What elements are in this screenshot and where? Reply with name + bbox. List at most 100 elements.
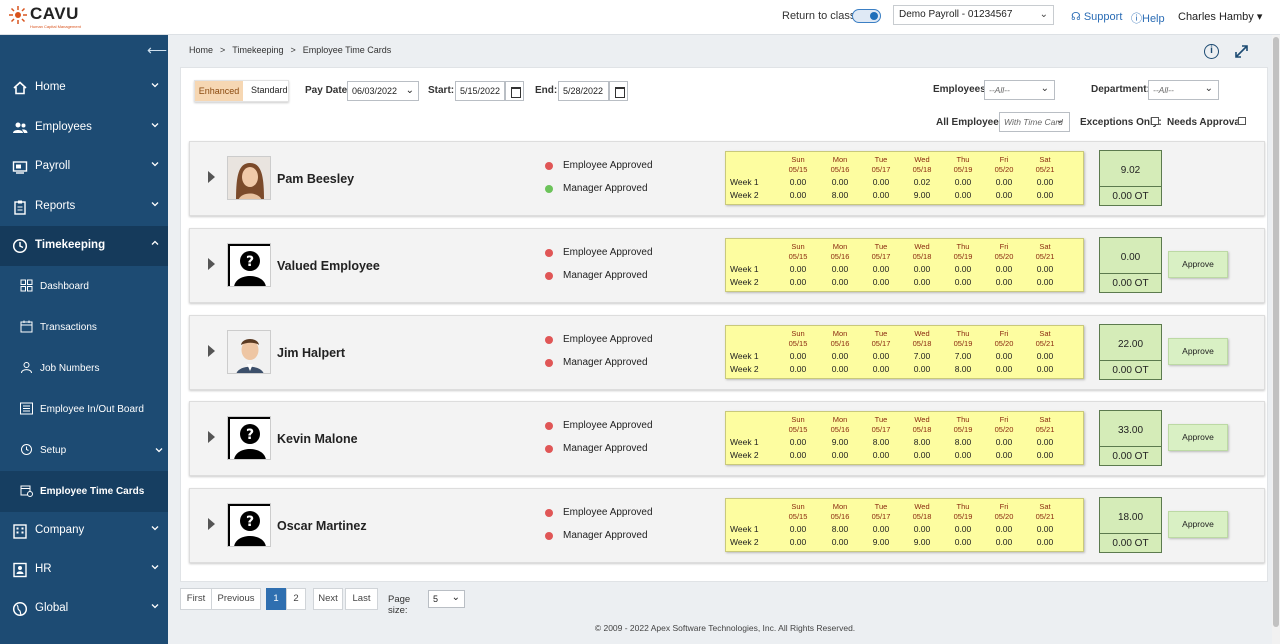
hours-cell: 8.00 (913, 437, 931, 448)
scrollbar[interactable] (1272, 35, 1280, 644)
view-mode-toggle: Enhanced Standard (194, 80, 289, 102)
company-select[interactable]: Demo Payroll - 01234567 ⌄ (893, 5, 1054, 25)
sidebar-item-home[interactable]: Home (0, 68, 168, 108)
sidebar-item-label: Timekeeping (35, 239, 106, 251)
end-date-input[interactable]: 5/28/2022 (558, 81, 609, 101)
classic-toggle[interactable] (852, 9, 881, 23)
sidebar-subitem-setup[interactable]: Setup (0, 430, 168, 471)
previous-page-button[interactable]: Previous (211, 588, 261, 610)
enhanced-view-button[interactable]: Enhanced (195, 81, 243, 101)
hours-cell: 8.00 (831, 524, 849, 535)
help-link[interactable]: ⓘHelp (1131, 10, 1165, 26)
info-icon[interactable]: i (1204, 44, 1219, 59)
expand-row-icon[interactable] (208, 344, 215, 357)
date-header: 05/21 (1035, 512, 1055, 522)
hours-cell: 0.00 (954, 190, 972, 200)
id-card-icon (13, 562, 27, 578)
pay-date-select[interactable]: 06/03/2022 ⌄ (347, 81, 419, 101)
approve-button[interactable]: Approve (1168, 424, 1228, 452)
hours-cell: 8.00 (954, 437, 972, 448)
approve-button[interactable]: Approve (1168, 511, 1228, 539)
chevron-down-icon (151, 565, 159, 570)
approve-button[interactable]: Approve (1168, 337, 1228, 365)
company-select-value: Demo Payroll - 01234567 (899, 9, 1013, 20)
next-page-button[interactable]: Next (313, 588, 343, 610)
week-1-label: Week 1 (730, 177, 759, 187)
needs-approval-checkbox[interactable] (1238, 117, 1246, 125)
employee-name[interactable]: Pam Beesley (277, 172, 355, 186)
support-link[interactable]: ☊ Support (1071, 10, 1122, 23)
day-header: Thu (956, 155, 970, 164)
breadcrumb-section[interactable]: Timekeeping (232, 45, 284, 55)
day-header: Mon (832, 415, 848, 425)
department-filter-select[interactable]: --All-- ⌄ (1148, 80, 1219, 100)
scrollbar-thumb[interactable] (1273, 37, 1279, 627)
sidebar-item-global[interactable]: Global (0, 589, 168, 629)
breadcrumb-home[interactable]: Home (189, 45, 214, 55)
page-2-button[interactable]: 2 (286, 588, 306, 610)
employee-name[interactable]: Valued Employee (277, 258, 380, 273)
expand-icon[interactable] (1234, 44, 1249, 59)
date-header: 05/17 (871, 425, 891, 435)
exceptions-only-checkbox[interactable] (1151, 117, 1159, 125)
date-header: 05/21 (1035, 251, 1055, 261)
hours-cell: 0.00 (995, 537, 1013, 548)
sidebar-item-employees[interactable]: Employees (0, 108, 168, 148)
expand-row-icon[interactable] (208, 171, 215, 183)
day-header: Fri (999, 502, 1009, 512)
sidebar-item-timekeeping[interactable]: Timekeeping (0, 226, 168, 266)
start-date-input[interactable]: 5/15/2022 (455, 81, 505, 101)
overtime-hours: 0.00 OT (1100, 272, 1161, 292)
sidebar-item-reports[interactable]: Reports (0, 187, 168, 227)
collapse-sidebar-arrow-icon[interactable]: ⟵ (147, 42, 168, 58)
start-calendar-icon[interactable] (505, 81, 524, 101)
hours-cell: 0.00 (1036, 450, 1054, 461)
expand-row-icon[interactable] (208, 431, 215, 444)
employees-filter-select[interactable]: --All-- ⌄ (984, 80, 1055, 100)
sidebar-item-company[interactable]: Company (0, 511, 168, 551)
day-header: Tue (874, 155, 888, 164)
page-size-select[interactable]: 5 ⌄ (428, 590, 465, 608)
sidebar-subitem-transactions[interactable]: Transactions (0, 307, 168, 348)
hours-cell: 0.00 (1036, 276, 1054, 287)
status-label: Manager Approved (563, 530, 648, 542)
date-header: 05/17 (871, 165, 891, 174)
calendar-icon (20, 320, 33, 333)
sidebar-item-payroll[interactable]: Payroll (0, 147, 168, 187)
end-calendar-icon[interactable] (609, 81, 628, 101)
sidebar-subitem-employee-time-cards[interactable]: Employee Time Cards (0, 471, 168, 512)
hours-grid: Sun 05/15 0.00 0.00 Mon 05/16 8.00 0.00 Tue 05/17… (725, 498, 1084, 553)
total-hours: 33.00 (1117, 425, 1144, 437)
user-menu[interactable]: Charles Hamby ▾ (1178, 10, 1262, 23)
sidebar-subitem-dashboard[interactable]: Dashboard (0, 266, 168, 307)
employee-photo (228, 330, 270, 373)
all-employees-select[interactable]: With Time Card ⌄ (999, 112, 1070, 132)
total-hours: 22.00 (1117, 338, 1144, 350)
logo[interactable]: CAVU Human Capital Management (8, 3, 81, 31)
approve-button[interactable]: Approve (1168, 250, 1228, 278)
expand-row-icon[interactable] (208, 257, 215, 270)
sidebar-item-hr[interactable]: HR (0, 550, 168, 590)
status-label: Employee Approved (563, 246, 653, 258)
first-page-button[interactable]: First (180, 588, 212, 610)
sidebar-subitem-in-out-board[interactable]: Employee In/Out Board (0, 389, 168, 430)
hours-cell: 0.00 (1036, 177, 1054, 187)
main-content: Home > Timekeeping > Employee Time Cards i E… (170, 35, 1280, 644)
employee-name[interactable]: Jim Halpert (277, 345, 346, 360)
day-header: Wed (914, 241, 930, 251)
date-header: 05/17 (871, 512, 891, 522)
day-header: Thu (956, 415, 970, 425)
week-2-label: Week 2 (730, 537, 759, 548)
page-1-button[interactable]: 1 (266, 588, 286, 610)
date-header: 05/16 (830, 251, 850, 261)
total-hours-box: 18.00 0.00 OT (1099, 497, 1162, 554)
employee-name[interactable]: Oscar Martinez (277, 519, 367, 534)
standard-view-button[interactable]: Standard (251, 85, 288, 95)
sidebar-subitem-job-numbers[interactable]: Job Numbers (0, 348, 168, 389)
day-header: Fri (999, 155, 1009, 164)
employee-name[interactable]: Kevin Malone (277, 432, 358, 447)
last-page-button[interactable]: Last (345, 588, 378, 610)
hours-cell: 0.00 (995, 363, 1013, 374)
expand-row-icon[interactable] (208, 518, 215, 531)
home-icon (13, 81, 27, 95)
